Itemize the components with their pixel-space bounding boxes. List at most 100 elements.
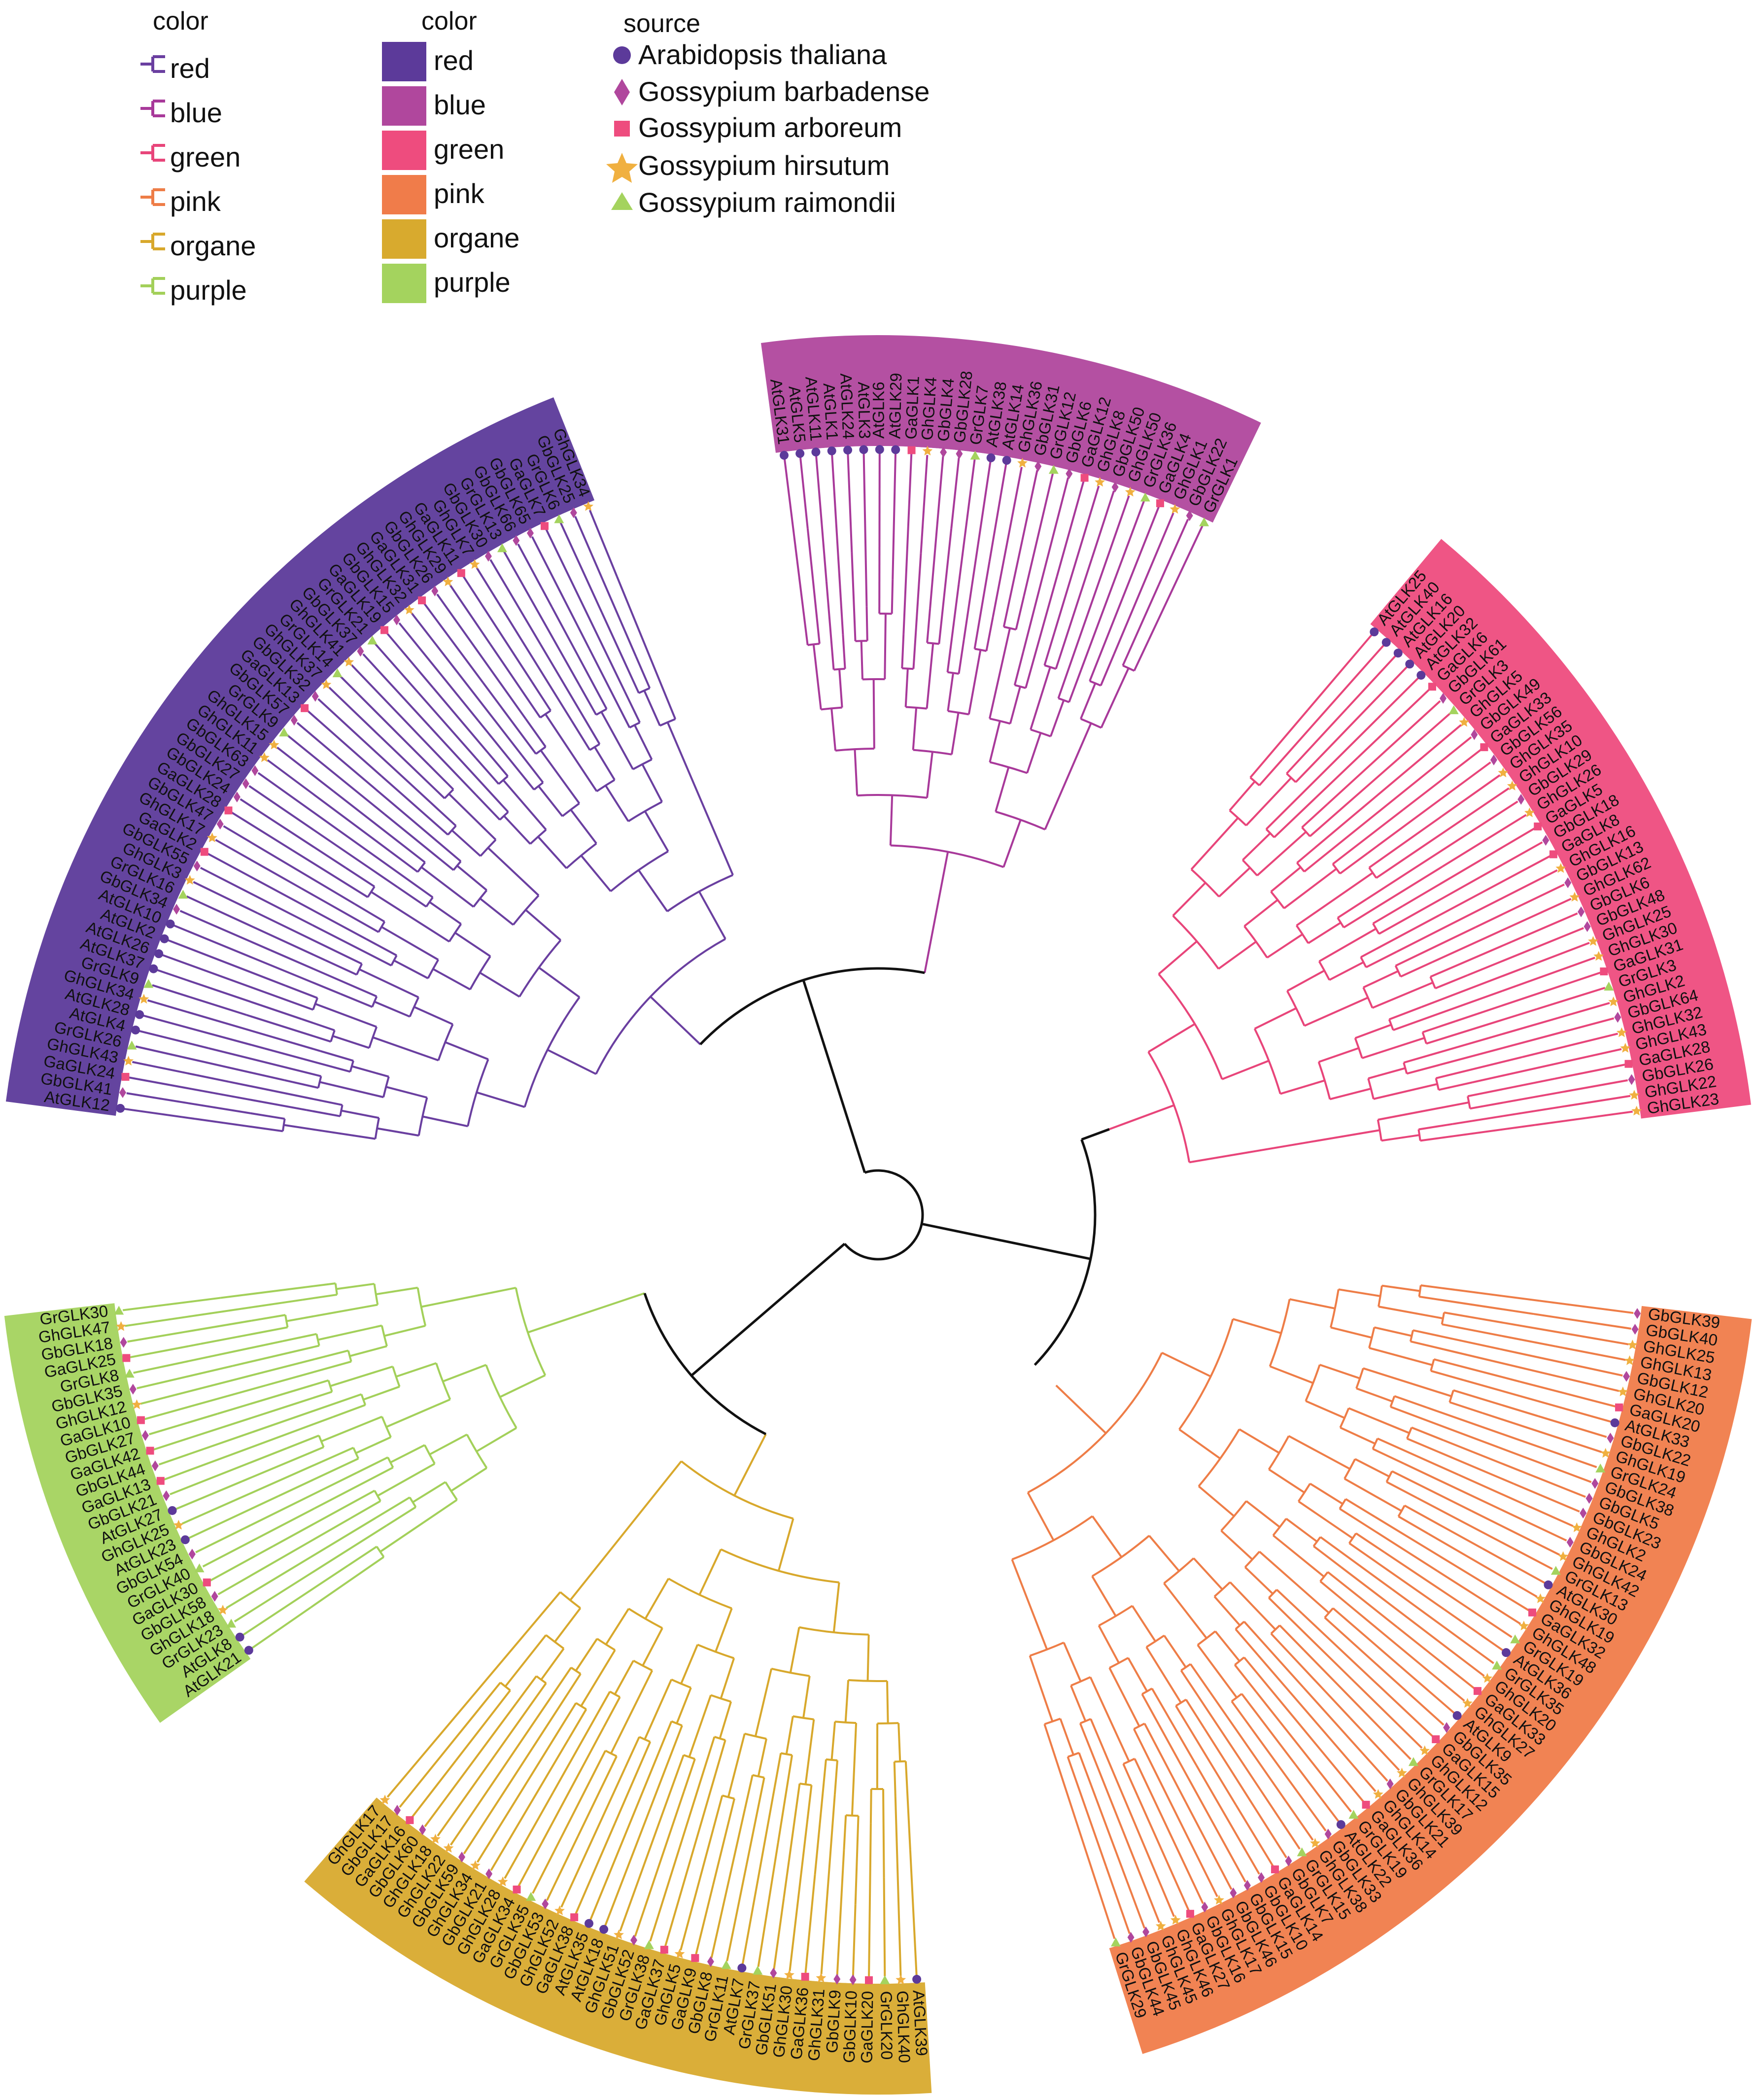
- diamond-marker-icon: [542, 1898, 549, 1910]
- internal-branch: [1453, 1389, 1539, 1417]
- square-marker-icon: [513, 1885, 521, 1893]
- leaf-branch: [1301, 1613, 1434, 1738]
- internal-branch: [264, 1047, 351, 1073]
- internal-branch: [1044, 723, 1092, 830]
- leaf-label: GbGLK9: [823, 1990, 844, 2054]
- internal-arc: [281, 1118, 286, 1132]
- leaf-branch: [157, 969, 303, 1020]
- leaf-branch: [132, 1061, 229, 1083]
- triangle-marker-icon: [497, 543, 507, 552]
- star-marker-icon: [1498, 767, 1509, 778]
- leaf-branch: [589, 1753, 659, 1921]
- leaf-branch: [207, 853, 367, 940]
- leaf-branch: [476, 1801, 516, 1863]
- internal-branch: [1286, 969, 1325, 992]
- leaf-branch: [1452, 1095, 1631, 1125]
- leaf-branch: [1396, 712, 1451, 761]
- legend-source-item: Gossypium barbadense: [614, 76, 930, 107]
- leaf-branch: [560, 1768, 626, 1908]
- internal-branch: [475, 757, 500, 785]
- internal-arc: [539, 710, 551, 719]
- internal-branch: [422, 1115, 468, 1128]
- leaf-branch: [1454, 1289, 1634, 1314]
- internal-arc: [1296, 925, 1309, 944]
- leaf-branch: [532, 1781, 591, 1894]
- internal-branch: [1245, 777, 1292, 826]
- internal-branch: [860, 641, 863, 680]
- leaf-branch: [1209, 1691, 1314, 1841]
- leaf-branch: [1427, 1533, 1538, 1598]
- leaf-branch: [1403, 1462, 1567, 1542]
- internal-branch: [602, 1696, 621, 1728]
- internal-branch: [502, 779, 547, 830]
- internal-branch: [412, 1481, 446, 1503]
- diamond-marker-icon: [120, 1337, 127, 1348]
- internal-branch: [614, 1660, 634, 1695]
- internal-arc: [1317, 1062, 1331, 1100]
- internal-branch: [450, 1467, 487, 1492]
- leaf-branch: [1303, 1687, 1388, 1782]
- internal-branch: [680, 1644, 699, 1685]
- circle-marker-icon: [827, 446, 836, 455]
- leaf-branch: [1350, 1678, 1423, 1749]
- internal-branch: [1280, 1079, 1325, 1095]
- leaf-branch: [1471, 1510, 1560, 1556]
- diamond-marker-icon: [211, 1591, 218, 1602]
- triangle-marker-icon: [178, 890, 188, 899]
- internal-branch: [251, 1393, 362, 1433]
- square-marker-icon: [1480, 743, 1488, 752]
- circle-marker-icon: [235, 1632, 244, 1642]
- leaf-branch: [489, 559, 542, 645]
- leaf-branch: [1511, 912, 1578, 943]
- leaf-branch: [225, 1556, 311, 1609]
- internal-arc: [947, 671, 959, 675]
- internal-arc: [339, 1104, 344, 1117]
- leaf-branch: [267, 759, 391, 852]
- square-marker-icon: [1428, 683, 1436, 691]
- leaf-branch: [1519, 1380, 1616, 1408]
- internal-branch: [588, 1750, 607, 1782]
- internal-branch: [538, 785, 563, 817]
- internal-branch: [1288, 1435, 1350, 1470]
- clade-band-purple: [4, 1303, 251, 1723]
- leaf-branch: [757, 1842, 779, 1967]
- internal-branch: [698, 1549, 722, 1595]
- internal-branch: [1100, 653, 1115, 686]
- internal-arc: [356, 963, 363, 975]
- diamond-marker-icon: [1578, 906, 1585, 918]
- internal-arc: [559, 1591, 581, 1609]
- circle-marker-icon: [843, 446, 853, 455]
- triangle-marker-icon: [226, 1618, 237, 1628]
- clade-stem: [1109, 1104, 1174, 1131]
- internal-branch: [317, 1324, 382, 1341]
- internal-arc: [1044, 1718, 1061, 1725]
- leaf-branch: [1105, 1865, 1131, 1934]
- leaf-branch: [1056, 481, 1085, 577]
- leaf-branch: [1122, 1830, 1161, 1923]
- internal-branch: [381, 926, 439, 961]
- circle-marker-icon: [795, 449, 805, 458]
- internal-branch: [830, 1721, 836, 1760]
- internal-arc: [485, 1364, 517, 1429]
- leaf-branch: [1121, 506, 1160, 599]
- internal-branch: [376, 1286, 418, 1296]
- internal-branch: [355, 1436, 391, 1454]
- leaf-branch: [317, 698, 431, 803]
- leaf-branch: [831, 454, 844, 635]
- internal-branch: [719, 1701, 732, 1739]
- internal-branch: [745, 1777, 765, 1865]
- circle-marker-icon: [180, 1535, 190, 1545]
- internal-branch: [1373, 1083, 1438, 1100]
- leaf-branch: [1195, 1764, 1260, 1875]
- internal-branch: [833, 1760, 839, 1795]
- internal-branch: [1189, 1663, 1211, 1693]
- internal-branch: [1337, 898, 1368, 919]
- leaf-branch: [1023, 473, 1054, 596]
- internal-branch: [712, 1795, 723, 1829]
- leaf-label: GrGLK20: [877, 1991, 896, 2060]
- internal-branch: [1175, 1705, 1237, 1806]
- internal-branch: [1319, 1364, 1360, 1379]
- clade-stem: [924, 852, 949, 973]
- leaf-branch: [1504, 1079, 1628, 1103]
- star-marker-icon: [430, 1833, 441, 1844]
